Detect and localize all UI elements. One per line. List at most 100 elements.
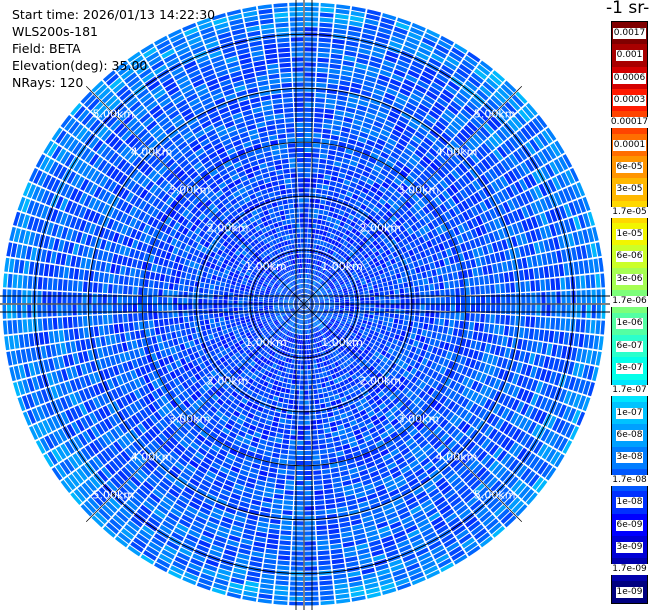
range-gate (530, 393, 539, 406)
range-gate (212, 507, 224, 516)
range-gate (106, 378, 115, 390)
range-gate (192, 520, 205, 529)
range-gate (247, 571, 261, 578)
range-gate (476, 466, 487, 478)
range-gate (475, 382, 484, 393)
range-gate (497, 228, 505, 240)
range-gate (408, 442, 418, 451)
range-gate (116, 511, 129, 523)
range-gate (304, 556, 317, 561)
range-gate (500, 453, 512, 465)
range-gate (382, 540, 396, 548)
range-gate (324, 493, 335, 500)
range-gate (365, 406, 373, 413)
range-gate (304, 380, 308, 385)
range-gate (279, 376, 284, 382)
range-gate (76, 468, 88, 481)
range-gate (372, 335, 378, 341)
range-gate (251, 392, 258, 399)
range-gate (352, 241, 358, 247)
range-gate (272, 340, 277, 345)
range-gate (418, 103, 430, 113)
range-gate (371, 475, 382, 483)
range-gate (341, 343, 347, 349)
range-gate (450, 296, 455, 304)
range-gate (405, 298, 410, 304)
range-gate (460, 287, 465, 296)
range-gate (305, 314, 308, 319)
range-gate (223, 549, 237, 557)
range-gate (441, 266, 447, 275)
range-gate (415, 378, 422, 387)
range-gate (426, 569, 441, 580)
range-gate (448, 380, 457, 390)
range-gate (285, 336, 290, 341)
range-gate (390, 182, 399, 190)
range-gate (304, 299, 307, 304)
range-gate (356, 496, 368, 504)
range-gate (362, 283, 368, 288)
range-gate (321, 290, 326, 294)
range-gate (295, 475, 304, 481)
range-gate (297, 430, 304, 435)
range-gate (186, 396, 195, 405)
range-gate (289, 445, 297, 450)
range-gate (269, 462, 279, 468)
range-gate (169, 422, 179, 432)
range-gate (395, 97, 407, 106)
range-gate (109, 518, 123, 531)
range-gate (433, 276, 439, 283)
range-gate (312, 287, 316, 291)
range-gate (502, 201, 511, 213)
range-gate (266, 538, 279, 545)
range-gate (454, 166, 464, 177)
range-gate (337, 455, 346, 462)
range-gate (444, 368, 451, 377)
range-gate (521, 219, 529, 232)
range-gate (586, 289, 591, 304)
range-gate (291, 561, 304, 566)
range-gate (84, 445, 96, 458)
range-gate (392, 568, 406, 577)
range-gate (344, 112, 355, 119)
range-gate (480, 490, 493, 502)
range-gate (306, 253, 310, 258)
range-gate (304, 390, 309, 395)
range-gate (298, 308, 301, 313)
range-gate (400, 183, 409, 191)
range-gate (298, 314, 301, 319)
range-gate (529, 188, 539, 201)
range-gate (143, 406, 153, 416)
range-gate (199, 362, 206, 370)
range-gate (106, 403, 116, 415)
range-gate (219, 466, 230, 474)
range-gate (395, 299, 400, 304)
range-gate (311, 435, 318, 440)
range-gate (516, 258, 523, 270)
range-gate (282, 510, 293, 516)
range-gate (276, 474, 286, 480)
range-gate (397, 507, 409, 516)
range-gate (306, 329, 309, 335)
range-gate (578, 214, 586, 229)
range-gate (493, 391, 502, 402)
range-gate (318, 168, 325, 174)
range-gate (327, 254, 332, 260)
range-gate (304, 168, 311, 173)
range-gate (403, 179, 412, 187)
range-gate (173, 377, 181, 386)
range-gate (331, 288, 337, 292)
range-gate (369, 289, 374, 294)
range-gate (368, 358, 375, 365)
range-gate (343, 379, 350, 385)
range-gate (127, 417, 136, 428)
range-gate (42, 453, 54, 468)
range-gate (312, 460, 321, 465)
range-gate (79, 403, 88, 416)
range-gate (394, 372, 402, 380)
range-gate (349, 133, 358, 141)
range-gate (319, 17, 334, 23)
range-gate (409, 171, 419, 180)
range-gate (351, 446, 360, 453)
range-gate (271, 457, 279, 463)
